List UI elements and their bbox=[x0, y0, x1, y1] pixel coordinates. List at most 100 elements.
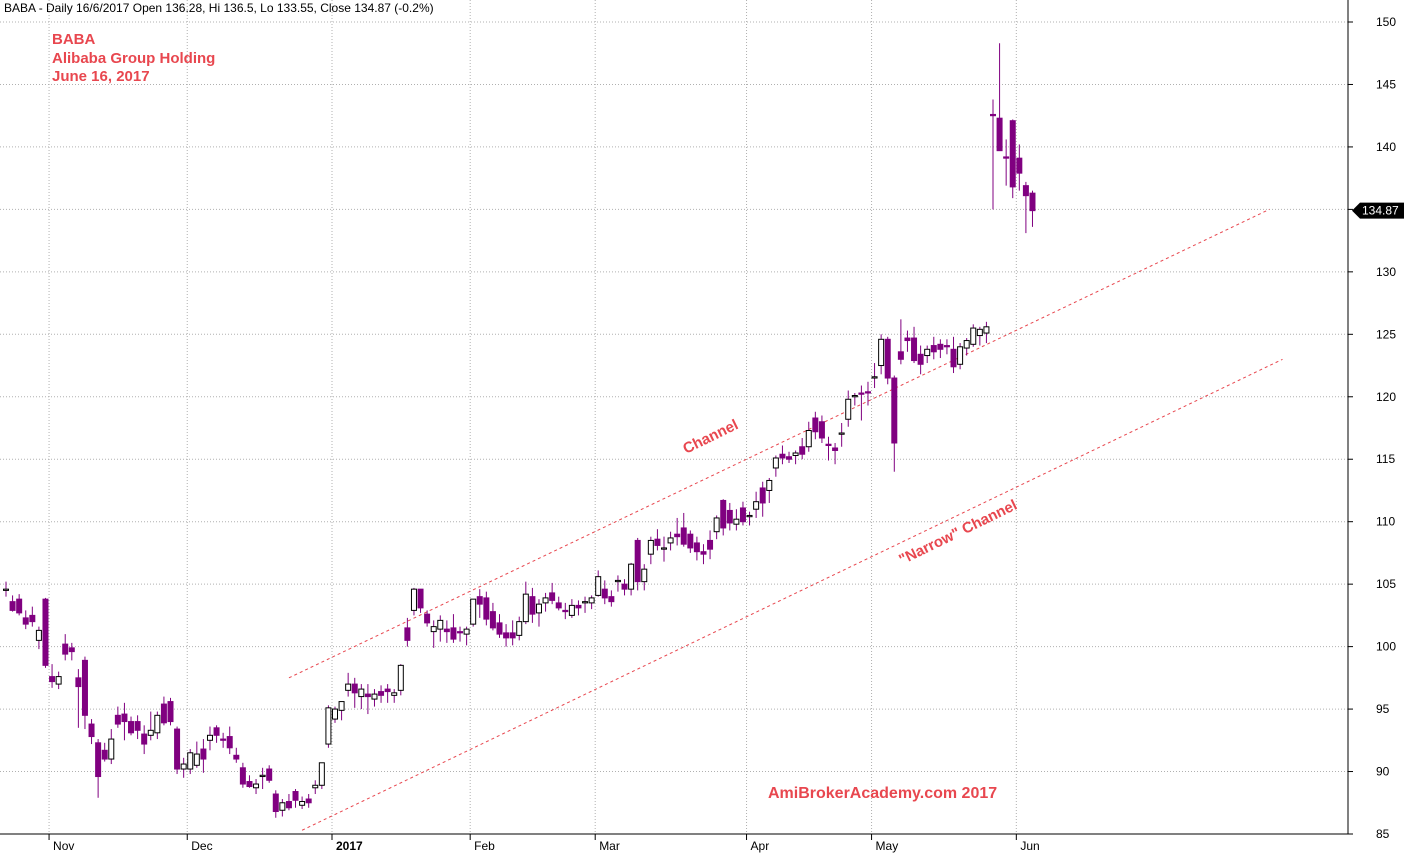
candle[interactable] bbox=[614, 575, 621, 592]
candle[interactable] bbox=[535, 599, 542, 627]
candle[interactable] bbox=[509, 620, 516, 646]
candle[interactable] bbox=[904, 330, 911, 352]
candle[interactable] bbox=[720, 499, 727, 536]
candle[interactable] bbox=[562, 602, 569, 620]
candle[interactable] bbox=[246, 775, 253, 788]
candle[interactable] bbox=[687, 530, 694, 553]
candle[interactable] bbox=[1016, 144, 1023, 191]
candle[interactable] bbox=[726, 502, 733, 531]
candle[interactable] bbox=[292, 789, 299, 808]
candle[interactable] bbox=[667, 531, 674, 551]
candle[interactable] bbox=[266, 765, 273, 783]
candle[interactable] bbox=[976, 326, 983, 346]
candle[interactable] bbox=[739, 501, 746, 526]
candle[interactable] bbox=[121, 702, 128, 741]
candle[interactable] bbox=[996, 43, 1003, 152]
candle[interactable] bbox=[516, 616, 523, 641]
candle[interactable] bbox=[384, 684, 391, 703]
candle[interactable] bbox=[930, 336, 937, 360]
candle[interactable] bbox=[233, 747, 240, 763]
candle[interactable] bbox=[22, 610, 29, 630]
candle[interactable] bbox=[68, 642, 75, 661]
candle[interactable] bbox=[154, 711, 161, 740]
candle[interactable] bbox=[700, 544, 707, 565]
candle[interactable] bbox=[680, 512, 687, 547]
candle[interactable] bbox=[318, 762, 325, 790]
candle[interactable] bbox=[279, 799, 286, 817]
candle[interactable] bbox=[818, 415, 825, 443]
candle[interactable] bbox=[595, 570, 602, 597]
candle[interactable] bbox=[601, 580, 608, 605]
candle[interactable] bbox=[647, 536, 654, 565]
candle[interactable] bbox=[239, 762, 246, 788]
candle[interactable] bbox=[424, 610, 431, 627]
candle[interactable] bbox=[654, 529, 661, 551]
candle[interactable] bbox=[101, 742, 108, 762]
candle[interactable] bbox=[786, 451, 793, 463]
candle[interactable] bbox=[88, 719, 95, 745]
candle[interactable] bbox=[457, 626, 464, 642]
candle[interactable] bbox=[641, 564, 648, 591]
candle[interactable] bbox=[114, 706, 121, 728]
candle[interactable] bbox=[897, 319, 904, 365]
candle[interactable] bbox=[733, 509, 740, 531]
candle[interactable] bbox=[108, 729, 115, 765]
candle[interactable] bbox=[489, 602, 496, 631]
candle[interactable] bbox=[187, 749, 194, 775]
candle[interactable] bbox=[345, 672, 352, 697]
candle[interactable] bbox=[463, 626, 470, 646]
candle[interactable] bbox=[496, 614, 503, 638]
candle[interactable] bbox=[943, 339, 950, 355]
candles[interactable] bbox=[3, 43, 1036, 818]
candle[interactable] bbox=[141, 725, 148, 755]
candle[interactable] bbox=[312, 780, 319, 795]
candle[interactable] bbox=[42, 597, 49, 668]
candle[interactable] bbox=[522, 581, 529, 625]
candle[interactable] bbox=[845, 390, 852, 427]
candle[interactable] bbox=[220, 732, 227, 748]
candle[interactable] bbox=[575, 600, 582, 616]
candle[interactable] bbox=[358, 684, 365, 710]
candle[interactable] bbox=[621, 579, 628, 596]
candle[interactable] bbox=[766, 477, 773, 503]
candle[interactable] bbox=[397, 664, 404, 696]
candle[interactable] bbox=[772, 455, 779, 477]
candle[interactable] bbox=[364, 684, 371, 715]
candle[interactable] bbox=[832, 442, 839, 465]
candle[interactable] bbox=[990, 99, 996, 210]
candle[interactable] bbox=[3, 581, 9, 597]
candle[interactable] bbox=[332, 706, 338, 723]
candle[interactable] bbox=[983, 321, 990, 344]
candle[interactable] bbox=[174, 726, 181, 775]
candle[interactable] bbox=[746, 511, 753, 526]
candle[interactable] bbox=[443, 620, 450, 643]
candle[interactable] bbox=[825, 436, 832, 461]
candle[interactable] bbox=[812, 411, 819, 440]
candle[interactable] bbox=[147, 711, 154, 741]
candle[interactable] bbox=[707, 530, 714, 560]
candle[interactable] bbox=[759, 481, 766, 517]
candle[interactable] bbox=[529, 587, 536, 623]
candle[interactable] bbox=[483, 591, 490, 626]
candle[interactable] bbox=[713, 515, 720, 540]
candle[interactable] bbox=[9, 595, 16, 612]
candle[interactable] bbox=[1009, 119, 1016, 199]
candle[interactable] bbox=[917, 345, 924, 375]
candle[interactable] bbox=[693, 536, 700, 561]
candle[interactable] bbox=[180, 757, 187, 778]
candle[interactable] bbox=[160, 696, 167, 726]
candle[interactable] bbox=[55, 671, 62, 690]
candle[interactable] bbox=[970, 324, 977, 347]
candle[interactable] bbox=[62, 634, 69, 661]
candle[interactable] bbox=[838, 423, 845, 447]
candle[interactable] bbox=[588, 595, 595, 610]
candle[interactable] bbox=[378, 685, 385, 703]
candle[interactable] bbox=[661, 536, 667, 562]
candle[interactable] bbox=[542, 592, 549, 612]
candle[interactable] bbox=[200, 739, 207, 773]
candle[interactable] bbox=[634, 537, 641, 591]
candle[interactable] bbox=[430, 620, 437, 648]
candle[interactable] bbox=[213, 725, 220, 743]
candle[interactable] bbox=[81, 656, 88, 730]
candle[interactable] bbox=[476, 589, 483, 618]
